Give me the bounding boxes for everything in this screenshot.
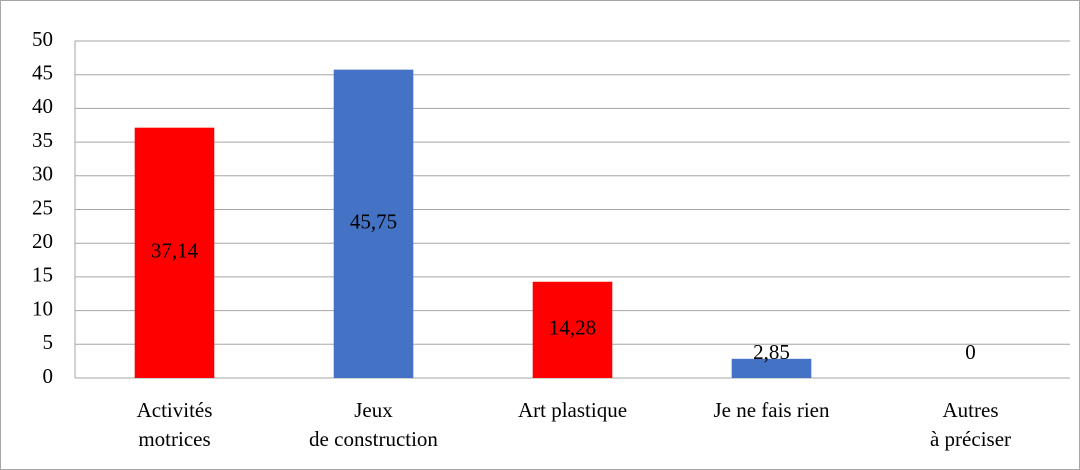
y-tick-label: 45 xyxy=(32,61,53,85)
bar xyxy=(333,69,414,379)
value-label: 2,85 xyxy=(753,340,790,364)
y-tick-label: 20 xyxy=(32,229,53,253)
value-label: 37,14 xyxy=(151,239,199,263)
y-tick-label: 0 xyxy=(43,364,54,388)
y-tick-label: 15 xyxy=(32,263,53,287)
y-tick-label: 5 xyxy=(43,330,54,354)
x-tick-label: Art plastique xyxy=(518,398,627,422)
value-label: 14,28 xyxy=(549,316,596,340)
x-tick-label: Je ne fais rien xyxy=(713,398,830,422)
y-tick-label: 50 xyxy=(32,27,53,51)
y-tick-label: 40 xyxy=(32,94,53,118)
x-tick-label: Activités motrices xyxy=(137,398,213,451)
x-tick-label: Autres à préciser xyxy=(930,398,1011,451)
y-tick-label: 35 xyxy=(32,128,53,152)
bar xyxy=(532,281,613,378)
y-tick-label: 25 xyxy=(32,195,53,219)
y-tick-label: 30 xyxy=(32,162,53,186)
bar xyxy=(134,127,215,379)
x-tick-label: Jeux de construction xyxy=(309,398,438,451)
bar xyxy=(731,358,812,378)
value-label: 0 xyxy=(965,340,976,364)
y-tick-label: 10 xyxy=(32,296,53,320)
value-label: 45,75 xyxy=(350,210,397,234)
